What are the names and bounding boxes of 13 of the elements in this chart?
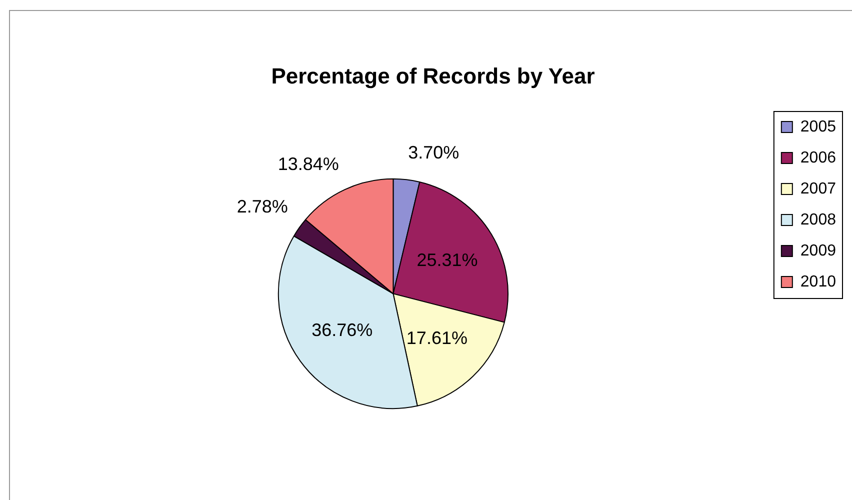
- data-label: 17.61%: [406, 328, 468, 348]
- chart-title: Percentage of Records by Year: [271, 63, 596, 88]
- data-label: 3.70%: [408, 142, 460, 163]
- legend-label: 2009: [800, 242, 836, 260]
- legend-label: 2006: [800, 149, 836, 166]
- data-label: 25.31%: [416, 250, 478, 270]
- data-label: 36.76%: [312, 320, 373, 340]
- legend-label: 2008: [800, 211, 836, 228]
- data-label: 13.84%: [278, 154, 339, 174]
- data-label: 2.78%: [236, 196, 288, 216]
- legend-label: 2007: [800, 180, 836, 198]
- legend-label: 2005: [800, 118, 836, 136]
- legend-label: 2010: [800, 273, 836, 290]
